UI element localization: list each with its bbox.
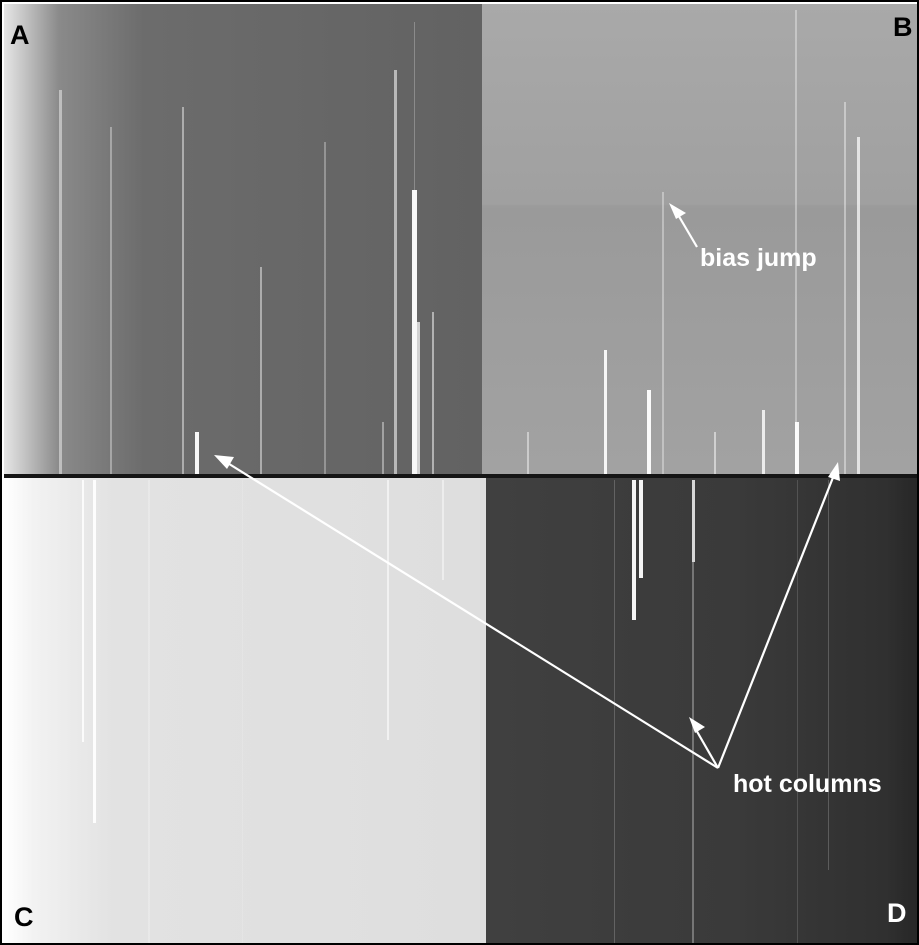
- hot-column: [110, 127, 112, 474]
- quadrant-d-label: D: [887, 898, 907, 928]
- hot-column: [412, 190, 417, 474]
- hot-column: [795, 422, 799, 474]
- quadrant-c-label: C: [14, 902, 34, 932]
- quadrant-c: [4, 478, 486, 943]
- hot-column: [82, 480, 84, 742]
- hot-column: [324, 142, 326, 474]
- hot-column: [59, 90, 62, 474]
- hot-column: [639, 480, 643, 578]
- hot-column: [148, 480, 150, 943]
- bias-jump-line: [482, 205, 917, 208]
- bias-jump-label: bias jump: [700, 244, 817, 272]
- hot-column: [442, 480, 444, 580]
- hot-column: [417, 322, 420, 474]
- hot-column: [662, 192, 664, 474]
- hot-column: [394, 70, 397, 474]
- quadrant-a-label: A: [10, 20, 30, 50]
- quadrant-a: [4, 4, 482, 474]
- hot-column: [382, 422, 384, 474]
- hot-column: [242, 480, 243, 943]
- hot-column: [432, 312, 434, 474]
- hot-column: [632, 480, 636, 620]
- hot-column: [762, 410, 765, 474]
- hot-column: [647, 390, 651, 474]
- hot-columns-label: hot columns: [733, 770, 882, 798]
- hot-column: [604, 350, 607, 474]
- hot-column: [387, 480, 389, 740]
- quadrant-divider: [4, 474, 917, 478]
- hot-column: [797, 480, 798, 943]
- hot-column: [260, 267, 262, 474]
- hot-column: [614, 480, 615, 943]
- quadrant-d: [486, 478, 917, 943]
- hot-column: [714, 432, 716, 474]
- hot-column: [182, 107, 184, 474]
- hot-column: [795, 10, 797, 474]
- hot-column: [93, 480, 96, 823]
- hot-column: [828, 480, 829, 870]
- quadrant-b-label: B: [893, 12, 913, 42]
- hot-column: [414, 22, 415, 474]
- hot-column: [692, 562, 694, 943]
- hot-column: [692, 480, 695, 562]
- quadrant-b: [482, 4, 917, 474]
- hot-column: [195, 432, 199, 474]
- hot-column: [844, 102, 846, 474]
- hot-column: [527, 432, 529, 474]
- hot-column: [857, 137, 860, 474]
